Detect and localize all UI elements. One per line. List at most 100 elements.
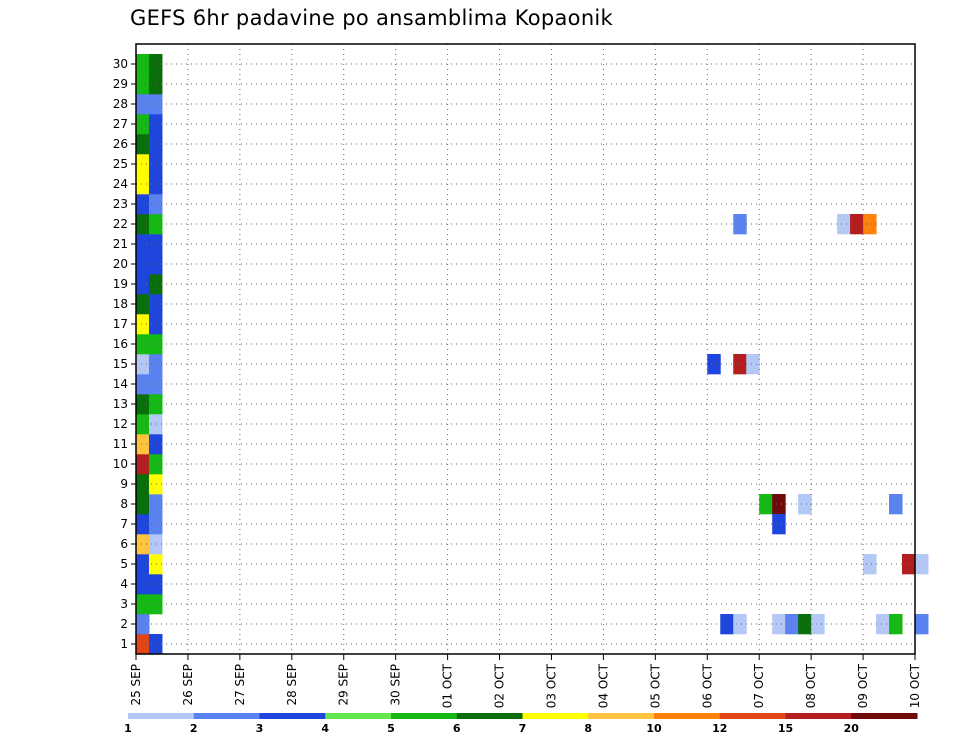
- y-tick-label: 1: [120, 637, 128, 651]
- y-tick-label: 7: [120, 517, 128, 531]
- cell-m8-s0: [136, 494, 150, 515]
- cell-m5-s1: [148, 554, 163, 575]
- x-tick-label: 01 OCT: [441, 663, 455, 708]
- cell-m7-s49: [772, 514, 786, 535]
- legend-swatch: [456, 713, 523, 719]
- cells-layer: [136, 54, 929, 655]
- y-axis: 1234567891011121314151617181920212223242…: [113, 57, 136, 651]
- y-tick-label: 11: [113, 437, 128, 451]
- y-tick-label: 20: [113, 257, 128, 271]
- cell-m26-s0: [136, 134, 150, 155]
- cell-m11-s0: [136, 434, 150, 455]
- legend-swatch: [522, 713, 589, 719]
- y-tick-label: 9: [120, 477, 128, 491]
- cell-m2-s52: [811, 614, 825, 635]
- legend-swatch: [785, 713, 852, 719]
- cell-m11-s1: [148, 434, 163, 455]
- legend-label: 4: [321, 722, 329, 735]
- cell-m16-s0: [136, 334, 150, 355]
- cell-m21-s0: [136, 234, 150, 255]
- legend-swatch: [851, 713, 918, 719]
- y-tick-label: 18: [113, 297, 128, 311]
- legend-swatch: [128, 713, 195, 719]
- cell-m3-s1: [148, 594, 163, 615]
- cell-m8-s58: [889, 494, 903, 515]
- cell-m28-s0: [136, 94, 150, 115]
- cell-m5-s0: [136, 554, 150, 575]
- cell-m20-s1: [148, 254, 163, 275]
- x-tick-label: 05 OCT: [648, 663, 662, 708]
- cell-m23-s0: [136, 194, 150, 215]
- cell-m19-s1: [148, 274, 163, 295]
- legend-swatch: [391, 713, 458, 719]
- y-tick-label: 5: [120, 557, 128, 571]
- cell-m27-s0: [136, 114, 150, 135]
- cell-m25-s0: [136, 154, 150, 175]
- cell-m30-s1: [148, 54, 163, 75]
- cell-m24-s1: [148, 174, 163, 195]
- cell-m7-s1: [148, 514, 163, 535]
- x-tick-label: 08 OCT: [804, 663, 818, 708]
- y-tick-label: 22: [113, 217, 128, 231]
- cell-m14-s0: [136, 374, 150, 395]
- y-tick-label: 29: [113, 77, 128, 91]
- y-tick-label: 8: [120, 497, 128, 511]
- cell-m20-s0: [136, 254, 150, 275]
- cell-m8-s51: [798, 494, 812, 515]
- cell-m27-s1: [148, 114, 163, 135]
- y-tick-label: 28: [113, 97, 128, 111]
- y-tick-label: 25: [113, 157, 128, 171]
- cell-m1-s1: [148, 634, 163, 655]
- cell-m15-s0: [136, 354, 150, 375]
- y-tick-label: 23: [113, 197, 128, 211]
- cell-m26-s1: [148, 134, 163, 155]
- x-tick-label: 28 SEP: [285, 664, 299, 706]
- x-axis: 25 SEP 26 SEP 27 SEP 28 SEP 29 SEP 30 SEP 01 O…: [129, 654, 922, 708]
- cell-m13-s1: [148, 394, 163, 415]
- cell-m1-s0: [136, 634, 150, 655]
- cell-m21-s1: [148, 234, 163, 255]
- cell-m22-s0: [136, 214, 150, 235]
- y-tick-label: 24: [113, 177, 128, 191]
- legend-swatch: [193, 713, 260, 719]
- cell-m6-s0: [136, 534, 150, 555]
- cell-m8-s48: [759, 494, 773, 515]
- y-tick-label: 15: [113, 357, 128, 371]
- y-tick-label: 4: [120, 577, 128, 591]
- cell-m29-s0: [136, 74, 150, 95]
- cell-m16-s1: [148, 334, 163, 355]
- x-tick-label: 30 SEP: [389, 664, 403, 706]
- cell-m15-s44: [707, 354, 721, 375]
- x-tick-label: 27 SEP: [233, 664, 247, 706]
- cell-m6-s1: [148, 534, 163, 555]
- cell-m10-s0: [136, 454, 150, 475]
- legend-swatch: [654, 713, 721, 719]
- cell-m15-s46: [733, 354, 747, 375]
- y-tick-label: 14: [113, 377, 128, 391]
- cell-m22-s54: [837, 214, 851, 235]
- y-tick-label: 26: [113, 137, 128, 151]
- x-tick-label: 09 OCT: [856, 663, 870, 708]
- y-tick-label: 16: [113, 337, 128, 351]
- cell-m22-s56: [863, 214, 877, 235]
- cell-m22-s1: [148, 214, 163, 235]
- cell-m4-s0: [136, 574, 150, 595]
- cell-m24-s0: [136, 174, 150, 195]
- cell-m17-s0: [136, 314, 150, 335]
- cell-m2-s46: [733, 614, 747, 635]
- cell-m13-s0: [136, 394, 150, 415]
- cell-m25-s1: [148, 154, 163, 175]
- y-tick-label: 21: [113, 237, 128, 251]
- cell-m5-s56: [863, 554, 877, 575]
- y-tick-label: 12: [113, 417, 128, 431]
- y-tick-label: 30: [113, 57, 128, 71]
- y-tick-label: 3: [120, 597, 128, 611]
- plot-frame: [135, 43, 916, 655]
- x-tick-label: 03 OCT: [544, 663, 558, 708]
- cell-m28-s1: [148, 94, 163, 115]
- cell-m17-s1: [148, 314, 163, 335]
- cell-m9-s0: [136, 474, 150, 495]
- grid-layer: [136, 44, 915, 654]
- legend-label: 6: [453, 722, 461, 735]
